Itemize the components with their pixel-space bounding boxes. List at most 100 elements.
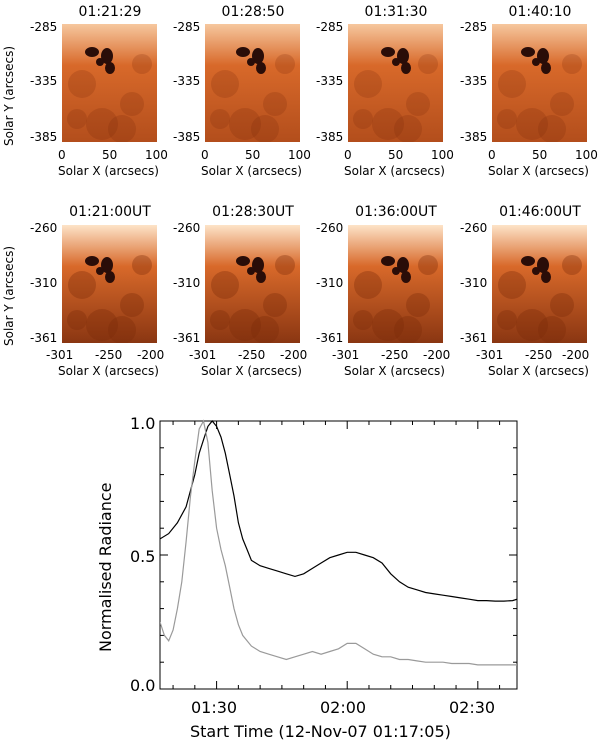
sunspot bbox=[105, 271, 115, 283]
mottle bbox=[229, 108, 261, 140]
sunspot bbox=[521, 256, 535, 266]
sunspot bbox=[392, 58, 400, 66]
mottle bbox=[108, 316, 136, 343]
row1-title-2: 01:28:50 bbox=[221, 4, 285, 20]
mottle bbox=[67, 109, 87, 129]
mottle bbox=[406, 92, 430, 116]
mottle bbox=[406, 293, 430, 317]
r1-yt-d1: -285 bbox=[460, 20, 488, 34]
mottle bbox=[120, 92, 144, 116]
r2-xt-b2: -250 bbox=[238, 348, 266, 362]
r1-xt-b1: 0 bbox=[201, 148, 209, 162]
mottle bbox=[562, 255, 582, 275]
image-background bbox=[62, 225, 157, 343]
r2-xlabel-2: Solar X (arcsecs) bbox=[201, 364, 302, 378]
mottle bbox=[354, 271, 382, 299]
series-line-black bbox=[160, 420, 517, 602]
r1-yt-b3: -385 bbox=[173, 130, 201, 144]
mottle bbox=[516, 108, 548, 140]
r1-xlabel-1: Solar X (arcsecs) bbox=[58, 164, 159, 178]
mottle bbox=[497, 310, 517, 330]
mottle bbox=[562, 54, 582, 74]
sunspot bbox=[392, 267, 400, 275]
r2-xt-a3: -200 bbox=[137, 348, 165, 362]
mottle bbox=[251, 115, 279, 142]
row1-title-4: 01:40:10 bbox=[508, 4, 572, 20]
mottle bbox=[372, 309, 404, 341]
y-tick-label-1: 1.0 bbox=[130, 414, 156, 433]
r1-xlabel-4: Solar X (arcsecs) bbox=[488, 164, 589, 178]
mottle bbox=[538, 115, 566, 142]
mottle bbox=[498, 70, 526, 98]
r1-xt-b2: 50 bbox=[245, 148, 261, 162]
sunspot bbox=[105, 62, 115, 74]
r2-yt-b2: -310 bbox=[173, 276, 201, 290]
row2-image-2 bbox=[205, 225, 300, 343]
sunspot bbox=[85, 256, 99, 266]
r1-yt-a3: -385 bbox=[30, 130, 58, 144]
mottle bbox=[394, 316, 422, 343]
mottle bbox=[418, 54, 438, 74]
sunspot bbox=[96, 267, 104, 275]
r1-yt-c2: -335 bbox=[316, 74, 344, 88]
sunspot bbox=[85, 47, 99, 57]
sunspot bbox=[247, 58, 255, 66]
mottle bbox=[418, 255, 438, 275]
sunspot bbox=[397, 257, 409, 273]
r2-yt-d1: -260 bbox=[460, 221, 488, 235]
chart-ylabel: Normalised Radiance bbox=[96, 482, 115, 652]
r2-xt-c1: -301 bbox=[332, 348, 360, 362]
r1-xt-c2: 50 bbox=[388, 148, 404, 162]
mottle bbox=[120, 293, 144, 317]
sunspot bbox=[252, 257, 264, 273]
mottle bbox=[498, 271, 526, 299]
chart-xlabel: Start Time (12-Nov-07 01:17:05) bbox=[190, 722, 451, 741]
r1-yt-b1: -285 bbox=[173, 20, 201, 34]
mottle bbox=[86, 108, 118, 140]
sunspot bbox=[256, 62, 266, 74]
image-background bbox=[205, 24, 300, 142]
image-background bbox=[348, 225, 443, 343]
r1-xt-d2: 50 bbox=[532, 148, 548, 162]
r1-xlabel-3: Solar X (arcsecs) bbox=[344, 164, 445, 178]
row1-image-4 bbox=[492, 24, 587, 142]
r1-xt-a1: 0 bbox=[58, 148, 66, 162]
sunspot bbox=[541, 271, 551, 283]
sunspot bbox=[381, 47, 395, 57]
r1-yt-c1: -285 bbox=[316, 20, 344, 34]
r2-xt-b3: -200 bbox=[280, 348, 308, 362]
r1-xt-b3: 100 bbox=[288, 148, 311, 162]
mottle bbox=[86, 309, 118, 341]
y-tick-label-2: 0.5 bbox=[130, 547, 156, 566]
sunspot bbox=[537, 48, 549, 64]
r1-xt-c1: 0 bbox=[344, 148, 352, 162]
r2-yt-c1: -260 bbox=[316, 221, 344, 235]
r2-xlabel-3: Solar X (arcsecs) bbox=[344, 364, 445, 378]
r2-yt-c3: -361 bbox=[316, 331, 344, 345]
r2-yt-b1: -260 bbox=[173, 221, 201, 235]
mottle bbox=[108, 115, 136, 142]
r2-xlabel-4: Solar X (arcsecs) bbox=[488, 364, 589, 378]
row1-image-2 bbox=[205, 24, 300, 142]
sunspot bbox=[256, 271, 266, 283]
row2-title-4: 01:46:00UT bbox=[499, 204, 581, 220]
row1-image-1 bbox=[62, 24, 157, 142]
sunspot bbox=[236, 256, 250, 266]
sunspot bbox=[532, 267, 540, 275]
mottle bbox=[497, 109, 517, 129]
sunspot bbox=[236, 47, 250, 57]
sunspot bbox=[401, 271, 411, 283]
r1-yt-d3: -385 bbox=[460, 130, 488, 144]
r2-yt-a3: -361 bbox=[30, 331, 58, 345]
r2-xt-a2: -250 bbox=[95, 348, 123, 362]
series-line-gray bbox=[160, 419, 517, 666]
mottle bbox=[538, 316, 566, 343]
mottle bbox=[68, 271, 96, 299]
mottle bbox=[354, 70, 382, 98]
mottle bbox=[353, 310, 373, 330]
sunspot bbox=[252, 48, 264, 64]
image-background bbox=[492, 225, 587, 343]
mottle bbox=[516, 309, 548, 341]
r2-xt-d3: -200 bbox=[562, 348, 590, 362]
r2-yt-a1: -260 bbox=[30, 221, 58, 235]
